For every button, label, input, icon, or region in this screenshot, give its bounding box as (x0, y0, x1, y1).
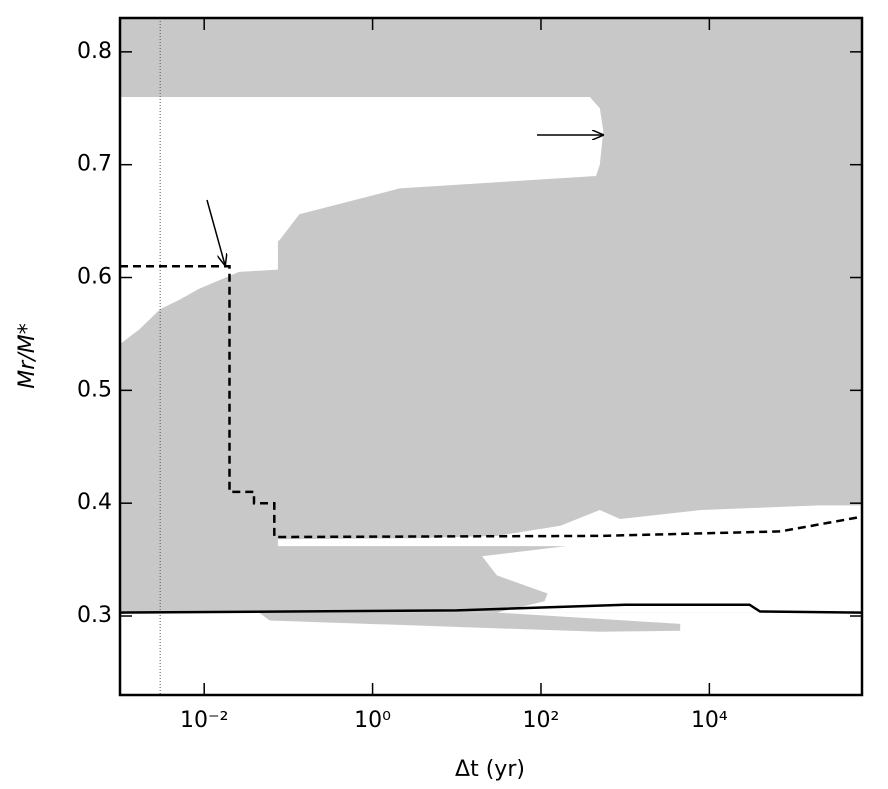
x-tick-label: 10⁰ (354, 708, 391, 733)
x-tick-label: 10⁻² (180, 708, 228, 733)
y-tick-label: 0.8 (77, 39, 112, 64)
y-axis-label: Mr/M* (15, 323, 40, 388)
x-tick-label: 10⁴ (691, 708, 728, 733)
plot-area (119, 18, 863, 695)
y-tick-label: 0.3 (77, 603, 112, 628)
y-tick-label: 0.6 (77, 265, 112, 290)
region (120, 97, 604, 345)
y-tick-label: 0.4 (77, 490, 112, 515)
y-tick-label: 0.5 (77, 377, 112, 402)
region (259, 612, 681, 632)
region (120, 612, 862, 695)
x-tick-label: 10² (523, 708, 560, 733)
arrow (206, 199, 225, 265)
region (277, 505, 862, 613)
x-axis-label: Δt (yr) (455, 757, 525, 782)
line (120, 264, 863, 539)
line (119, 603, 863, 614)
y-tick-label: 0.7 (77, 152, 112, 177)
frame (118, 16, 864, 697)
